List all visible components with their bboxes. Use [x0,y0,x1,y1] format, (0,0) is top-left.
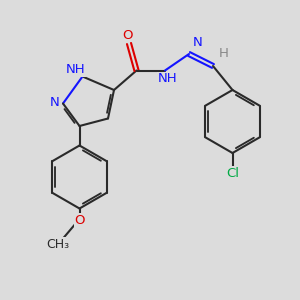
Text: NH: NH [158,72,177,86]
Text: N: N [193,36,203,49]
Text: Cl: Cl [226,167,239,180]
Text: O: O [122,28,133,42]
Text: NH: NH [66,63,86,76]
Text: N: N [50,95,59,109]
Text: O: O [74,214,85,227]
Text: CH₃: CH₃ [46,238,69,251]
Text: H: H [219,47,228,60]
